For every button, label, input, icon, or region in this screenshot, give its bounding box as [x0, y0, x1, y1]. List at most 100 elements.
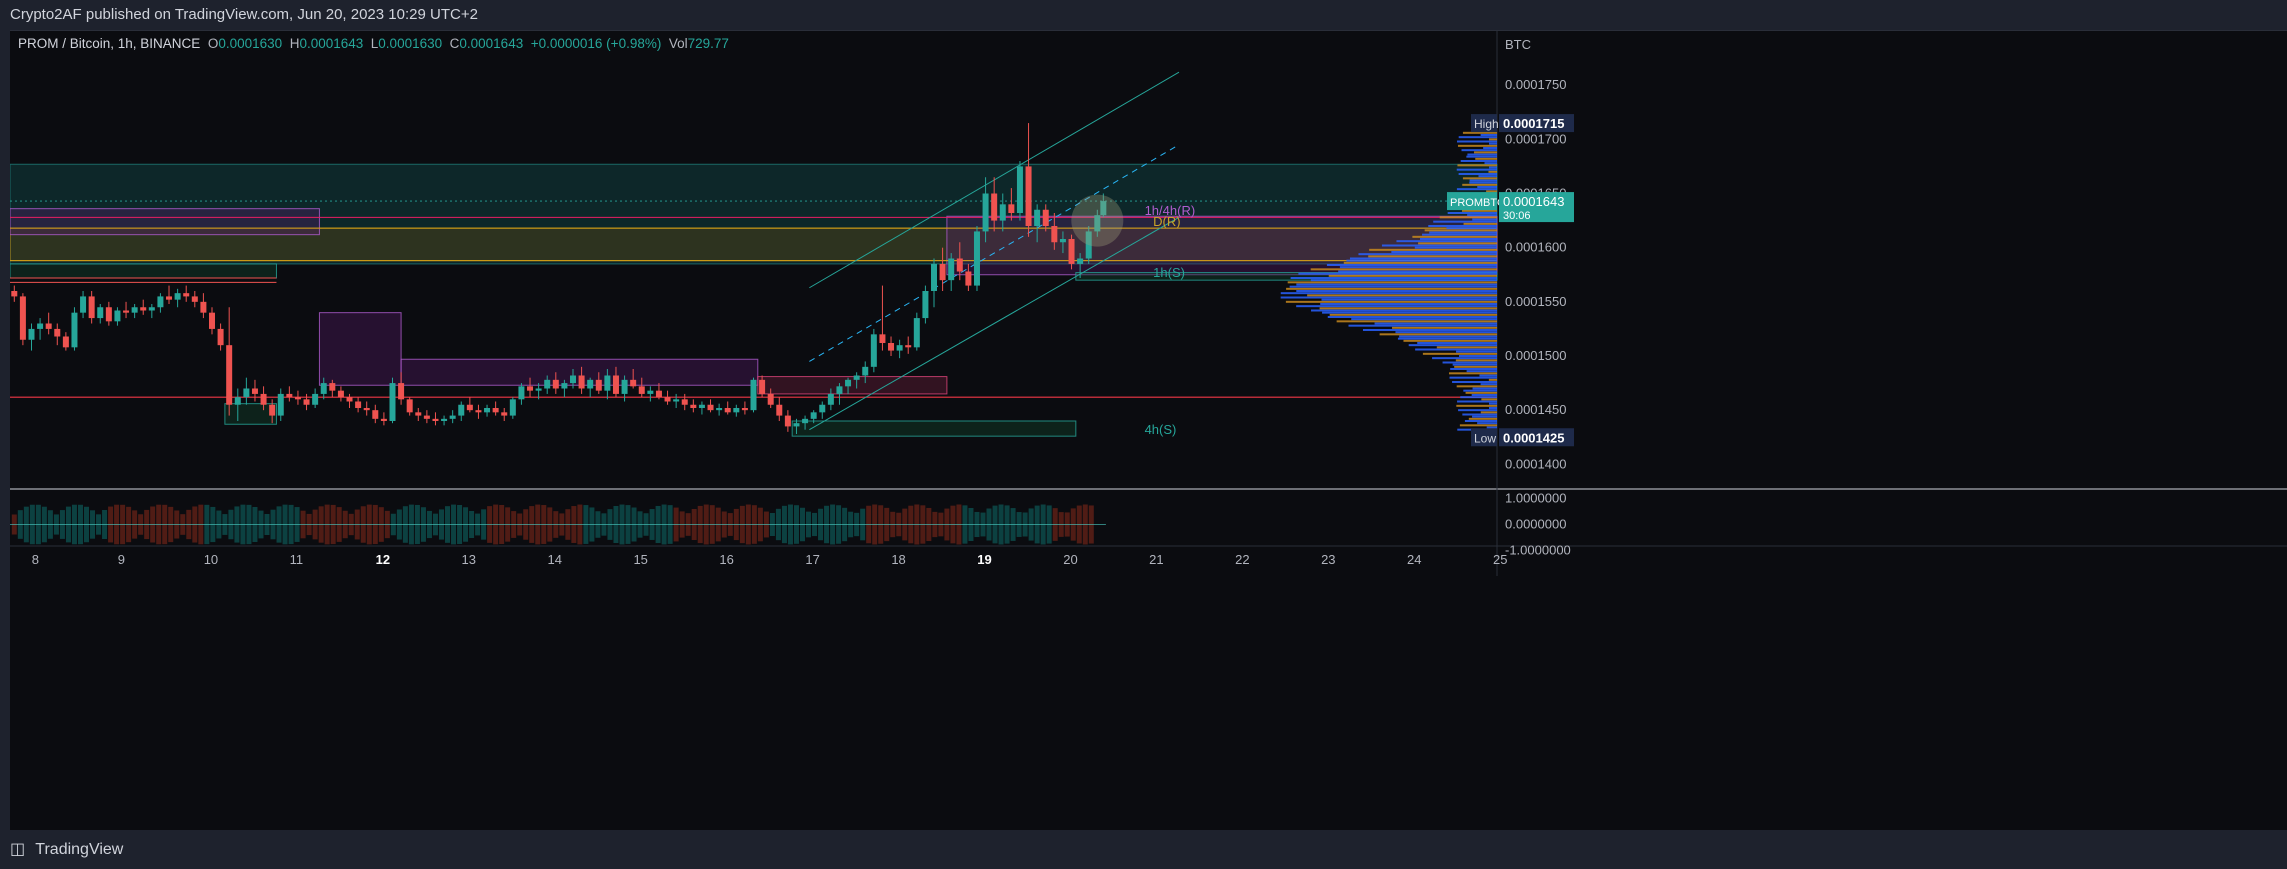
volume-profile-bar — [1436, 346, 1497, 349]
candle-body — [827, 393, 834, 405]
x-tick-label: 8 — [32, 552, 39, 567]
candle-body — [28, 328, 35, 340]
volume-profile-bar — [1458, 409, 1497, 412]
candle-body — [836, 386, 843, 394]
tradingview-brand[interactable]: TradingView — [35, 841, 124, 858]
low-value: 0.0001425 — [1503, 430, 1564, 445]
x-tick-label: 17 — [805, 552, 819, 567]
candle-body — [1034, 209, 1041, 226]
volume-profile-bar — [1428, 225, 1497, 227]
volume-profile-bar — [1456, 188, 1497, 191]
volume-profile-bar — [1397, 337, 1497, 340]
volume-profile-bar — [1310, 279, 1497, 282]
candle-body — [1059, 239, 1066, 243]
candle-body — [123, 310, 130, 313]
candle-body — [527, 386, 534, 391]
candle-body — [707, 404, 714, 411]
candle-body — [518, 386, 525, 400]
price-chart[interactable]: 1h/4h(R)D(R) 1h(S) 4h(S) 0.0001400 0.0001450… — [10, 31, 2287, 831]
x-tick-label: 19 — [977, 552, 991, 567]
volume-profile-bar — [1463, 389, 1497, 392]
candle-body — [174, 293, 181, 300]
volume-profile-bar — [1457, 140, 1497, 143]
zone-teal-0 — [10, 163, 1498, 265]
y-tick-label: 0.0001550 — [1505, 294, 1566, 309]
zone-label-0: 1h/4h(R) — [1145, 203, 1196, 218]
chart-area[interactable]: 1h/4h(R) D(R) 1h(S) 4h(S) 0.0001400 0.0001450… — [10, 30, 2287, 831]
candle-body — [97, 307, 104, 319]
candle-body — [587, 379, 594, 389]
oscillator-tick-label: -1.0000000 — [1505, 543, 1571, 558]
candle-body — [1042, 209, 1049, 226]
volume-profile-bar — [1466, 155, 1497, 158]
candle-body — [423, 415, 430, 419]
volume-profile-bar — [1472, 415, 1497, 418]
volume-profile-bar — [1479, 374, 1497, 377]
volume-profile-bar — [1467, 214, 1497, 217]
volume-profile-bar — [1327, 316, 1497, 318]
candle-body — [217, 328, 224, 346]
volume-profile-bar — [1298, 272, 1497, 275]
volume-profile-bar — [1489, 402, 1497, 405]
candle-body — [320, 383, 327, 394]
candle-body — [346, 397, 353, 402]
y-tick-label: 0.0001600 — [1505, 240, 1566, 255]
candle-body — [37, 323, 44, 329]
high-tag-bg — [1471, 114, 1497, 133]
x-tick-label: 21 — [1149, 552, 1163, 567]
legend-h-label: H — [289, 36, 300, 51]
volume-profile-bar — [1473, 151, 1497, 154]
x-tick-label: 9 — [118, 552, 125, 567]
volume-profile-bar — [1395, 331, 1497, 334]
volume-profile-bar — [1415, 348, 1497, 351]
candle-body — [552, 379, 559, 389]
volume-profile-bar — [1463, 222, 1497, 225]
bar-countdown: 30:06 — [1503, 210, 1531, 222]
volume-profile-bar — [1462, 413, 1497, 416]
zone-label-2: 1h(S) — [1153, 265, 1185, 280]
candle-body — [879, 334, 886, 343]
volume-profile-bar — [1369, 248, 1497, 251]
volume-profile-bar — [1457, 144, 1497, 147]
volume-profile-bar — [1455, 359, 1497, 362]
zone-green-9 — [791, 420, 1077, 437]
volume-profile-bar — [1462, 131, 1497, 134]
volume-profile-bar — [1448, 372, 1497, 375]
low-label: Low — [1474, 431, 1496, 445]
candle-body — [19, 296, 26, 340]
candle-body — [776, 404, 783, 416]
candle-body — [1077, 258, 1084, 264]
candle-body — [114, 310, 121, 322]
candle-body — [166, 296, 173, 300]
volume-profile-bar — [1477, 422, 1497, 425]
volume-profile-bar — [1381, 244, 1497, 247]
volume-profile-bar — [1322, 311, 1497, 314]
legend-close: 0.0001643 — [459, 36, 524, 51]
candle-body — [913, 318, 920, 348]
candle-body — [398, 383, 405, 400]
candle-body — [1100, 201, 1107, 216]
published-header: Crypto2AF published on TradingView.com, … — [0, 0, 2287, 30]
legend-symbol: PROM / Bitcoin, 1h, BINANCE — [18, 36, 201, 51]
volume-profile-bar — [1457, 400, 1497, 403]
volume-profile-bar — [1348, 324, 1497, 327]
volume-profile-bar — [1488, 170, 1497, 173]
x-tick-label: 15 — [633, 552, 647, 567]
volume-profile-bar — [1417, 342, 1497, 344]
volume-profile-bar — [1454, 365, 1497, 368]
tradingview-logo-icon[interactable]: ◫ — [10, 841, 26, 858]
candle-body — [277, 393, 284, 416]
current-price-bg — [1499, 192, 1574, 223]
y-tick-label: 0.0001700 — [1505, 131, 1566, 146]
x-tick-label: 24 — [1407, 552, 1421, 567]
high-value-bg — [1499, 114, 1574, 133]
footer: ◫ TradingView — [0, 830, 2287, 869]
zone-green-8 — [224, 403, 277, 425]
candle-body — [922, 291, 929, 319]
candle-body — [294, 397, 301, 400]
volume-profile-bar — [1469, 179, 1497, 182]
volume-profile-bar — [1296, 290, 1497, 292]
volume-profile-bar — [1391, 251, 1497, 253]
volume-profile-bar — [1408, 344, 1497, 347]
volume-profile-bar — [1429, 231, 1497, 234]
